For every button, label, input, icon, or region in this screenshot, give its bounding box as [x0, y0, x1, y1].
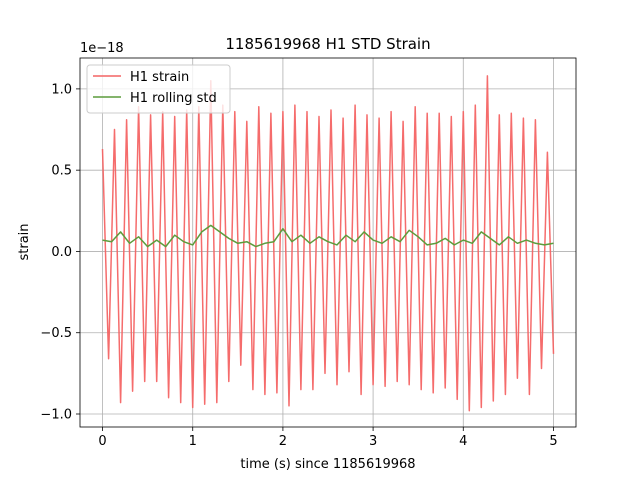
- plot-frame: [79, 57, 577, 428]
- y-tick-label: −0.5: [40, 326, 72, 341]
- chart-title: 1185619968 H1 STD Strain: [225, 35, 430, 53]
- legend-label-strain: H1 strain: [130, 70, 189, 85]
- x-tick-label: 0: [98, 434, 106, 449]
- y-tick-label: 0.0: [51, 245, 72, 260]
- series-layer: [101, 75, 555, 412]
- y-axis-label: strain: [17, 223, 32, 260]
- x-axis-label: time (s) since 1185619968: [240, 457, 415, 472]
- y-tick-label: −1.0: [40, 407, 72, 422]
- legend: H1 strain H1 rolling std: [86, 64, 231, 114]
- x-tick-label: 4: [459, 434, 467, 449]
- x-tick-label: 3: [369, 434, 377, 449]
- axis-ticks: 0 1 2 3 4 5 −1.0 −0.5 0.0 0.5 1.0: [40, 82, 557, 449]
- x-tick-label: 1: [189, 434, 197, 449]
- series-line-h1-rolling-std: [102, 224, 554, 248]
- x-tick-label: 5: [549, 434, 557, 449]
- y-offset-text: 1e−18: [80, 41, 124, 56]
- legend-label-rolling-std: H1 rolling std: [130, 91, 217, 106]
- legend-box: [86, 64, 231, 114]
- y-tick-label: 0.5: [51, 164, 72, 179]
- x-tick-label: 2: [279, 434, 287, 449]
- y-tick-label: 1.0: [51, 82, 72, 97]
